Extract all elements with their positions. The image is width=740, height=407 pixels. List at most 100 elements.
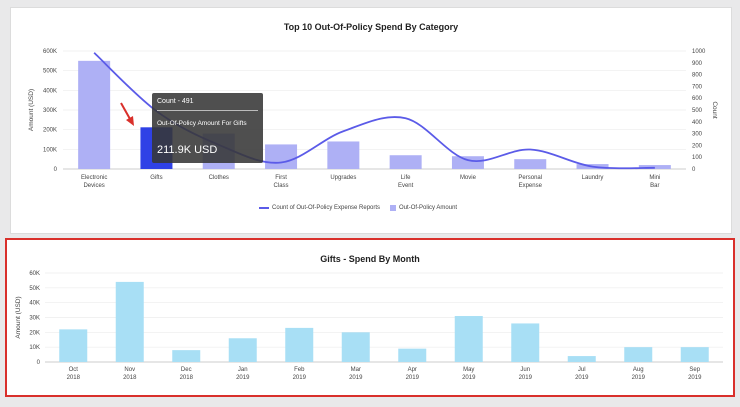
x-tick-label: 2018 — [123, 375, 137, 381]
x-tick-label: Apr — [408, 367, 417, 373]
x-tick-label: 2019 — [236, 375, 250, 381]
y-tick-label: 300K — [43, 108, 57, 114]
bar — [624, 347, 653, 362]
x-tick-label: First — [275, 175, 287, 181]
y-tick-label: 0 — [37, 360, 41, 366]
bar — [389, 155, 422, 169]
x-tick-label: Electronic — [81, 175, 107, 181]
x-tick-label: 2019 — [688, 375, 702, 381]
y2-tick-label: 300 — [692, 132, 703, 138]
bar — [680, 347, 709, 362]
bar — [454, 316, 483, 362]
x-tick-label: Mar — [351, 367, 361, 373]
bar — [265, 144, 298, 169]
bar — [172, 350, 201, 362]
x-tick-label: 2018 — [180, 375, 194, 381]
bar — [341, 332, 370, 362]
x-tick-label: Feb — [294, 367, 305, 373]
bar — [514, 159, 547, 169]
x-tick-label: 2019 — [406, 375, 420, 381]
y-tick-label: 600K — [43, 49, 57, 55]
chart-tooltip: Count - 491 Out-Of-Policy Amount For Gif… — [152, 93, 263, 163]
bottom-chart-svg: 0 10K 20K 30K 40K 50K 60K Amount (USD) Oct 2018 No… — [15, 271, 723, 381]
y-tick-label: 100K — [43, 147, 57, 153]
y2-tick-label: 1000 — [692, 49, 706, 55]
x-tick-label: Bar — [650, 183, 659, 189]
x-tick-label: 2019 — [462, 375, 476, 381]
y-axis-label: Amount (USD) — [28, 89, 35, 131]
line-legend-label[interactable]: Count of Out-Of-Policy Expense Reports — [272, 205, 381, 211]
x-tick-label: 2018 — [67, 375, 81, 381]
x-tick-label: Life — [401, 175, 411, 181]
x-tick-label: Devices — [83, 183, 104, 189]
y2-tick-label: 100 — [692, 155, 703, 161]
line-legend-swatch — [259, 207, 269, 209]
bar — [78, 60, 111, 170]
top-chart-card: Top 10 Out-Of-Policy Spend By Category 0… — [10, 7, 732, 234]
y-tick-label: 40K — [29, 301, 40, 307]
x-tick-label: Event — [398, 183, 414, 189]
x-tick-label: 2019 — [293, 375, 307, 381]
x-tick-label: Expense — [519, 183, 543, 189]
top-chart-title: Top 10 Out-Of-Policy Spend By Category — [283, 22, 459, 32]
x-tick-label: 2019 — [519, 375, 533, 381]
x-tick-label: Oct — [69, 367, 79, 373]
x-tick-label: Nov — [124, 367, 135, 373]
bottom-chart-card: Gifts - Spend By Month 0 10K 20K 30K 40K 50K 6… — [5, 238, 735, 397]
x-tick-label: 2019 — [349, 375, 363, 381]
bar — [59, 329, 88, 362]
x-tick-label: Class — [274, 183, 289, 189]
x-tick-label: Gifts — [150, 175, 162, 181]
y2-tick-label: 0 — [692, 167, 696, 173]
x-tick-label: Sep — [689, 367, 700, 373]
x-tick-label: Jan — [238, 367, 248, 373]
y2-tick-label: 400 — [692, 120, 703, 126]
x-tick-label: Clothes — [209, 175, 229, 181]
x-tick-label: Mini — [649, 175, 660, 181]
x-tick-label: Dec — [181, 367, 192, 373]
annotation-arrow-shaft — [120, 102, 131, 120]
tooltip-label: Out-Of-Policy Amount For Gifts — [157, 120, 247, 127]
x-tick-label: 2019 — [632, 375, 646, 381]
tooltip-value: 211.9K USD — [157, 144, 218, 156]
y-tick-label: 30K — [29, 316, 40, 322]
bar — [285, 327, 314, 362]
y-tick-label: 50K — [29, 286, 40, 292]
y-tick-label: 60K — [29, 271, 40, 277]
y2-tick-label: 600 — [692, 96, 703, 102]
y-tick-label: 400K — [43, 88, 57, 94]
top-chart-svg: 0 100K 200K 300K 400K 500K 600K 0 100 200 300 400 50… — [28, 49, 718, 189]
tooltip-count: Count - 491 — [157, 98, 194, 105]
y2-tick-label: 800 — [692, 73, 703, 79]
top-chart-legend: Count of Out-Of-Policy Expense Reports O… — [259, 205, 457, 211]
bar — [115, 281, 144, 362]
y2-axis-label: Count — [711, 101, 718, 119]
bar — [228, 338, 257, 362]
annotation-arrow-head — [126, 116, 134, 126]
bar — [327, 141, 360, 169]
y-tick-label: 200K — [43, 128, 57, 134]
x-tick-label: Aug — [633, 367, 644, 373]
y2-tick-label: 700 — [692, 84, 703, 90]
bar — [451, 156, 484, 169]
x-tick-label: 2019 — [575, 375, 589, 381]
y-tick-label: 10K — [29, 345, 40, 351]
x-tick-label: Jul — [578, 367, 586, 373]
bar-legend-label[interactable]: Out-Of-Policy Amount — [399, 205, 458, 211]
x-tick-label: Movie — [460, 175, 477, 181]
x-tick-label: May — [463, 367, 474, 373]
y-tick-label: 500K — [43, 69, 57, 75]
x-tick-label: Laundry — [582, 175, 604, 181]
x-tick-label: Jun — [520, 367, 530, 373]
x-tick-label: Upgrades — [330, 175, 356, 181]
bar — [567, 356, 596, 362]
bar — [511, 323, 540, 362]
x-tick-label: Personal — [518, 175, 542, 181]
y2-tick-label: 900 — [692, 61, 703, 67]
y2-tick-label: 200 — [692, 143, 703, 149]
tooltip-divider — [157, 110, 258, 111]
y2-tick-label: 500 — [692, 108, 703, 114]
bar-legend-swatch — [390, 205, 397, 211]
bar — [398, 348, 427, 362]
y-axis-label: Amount (USD) — [15, 296, 22, 338]
